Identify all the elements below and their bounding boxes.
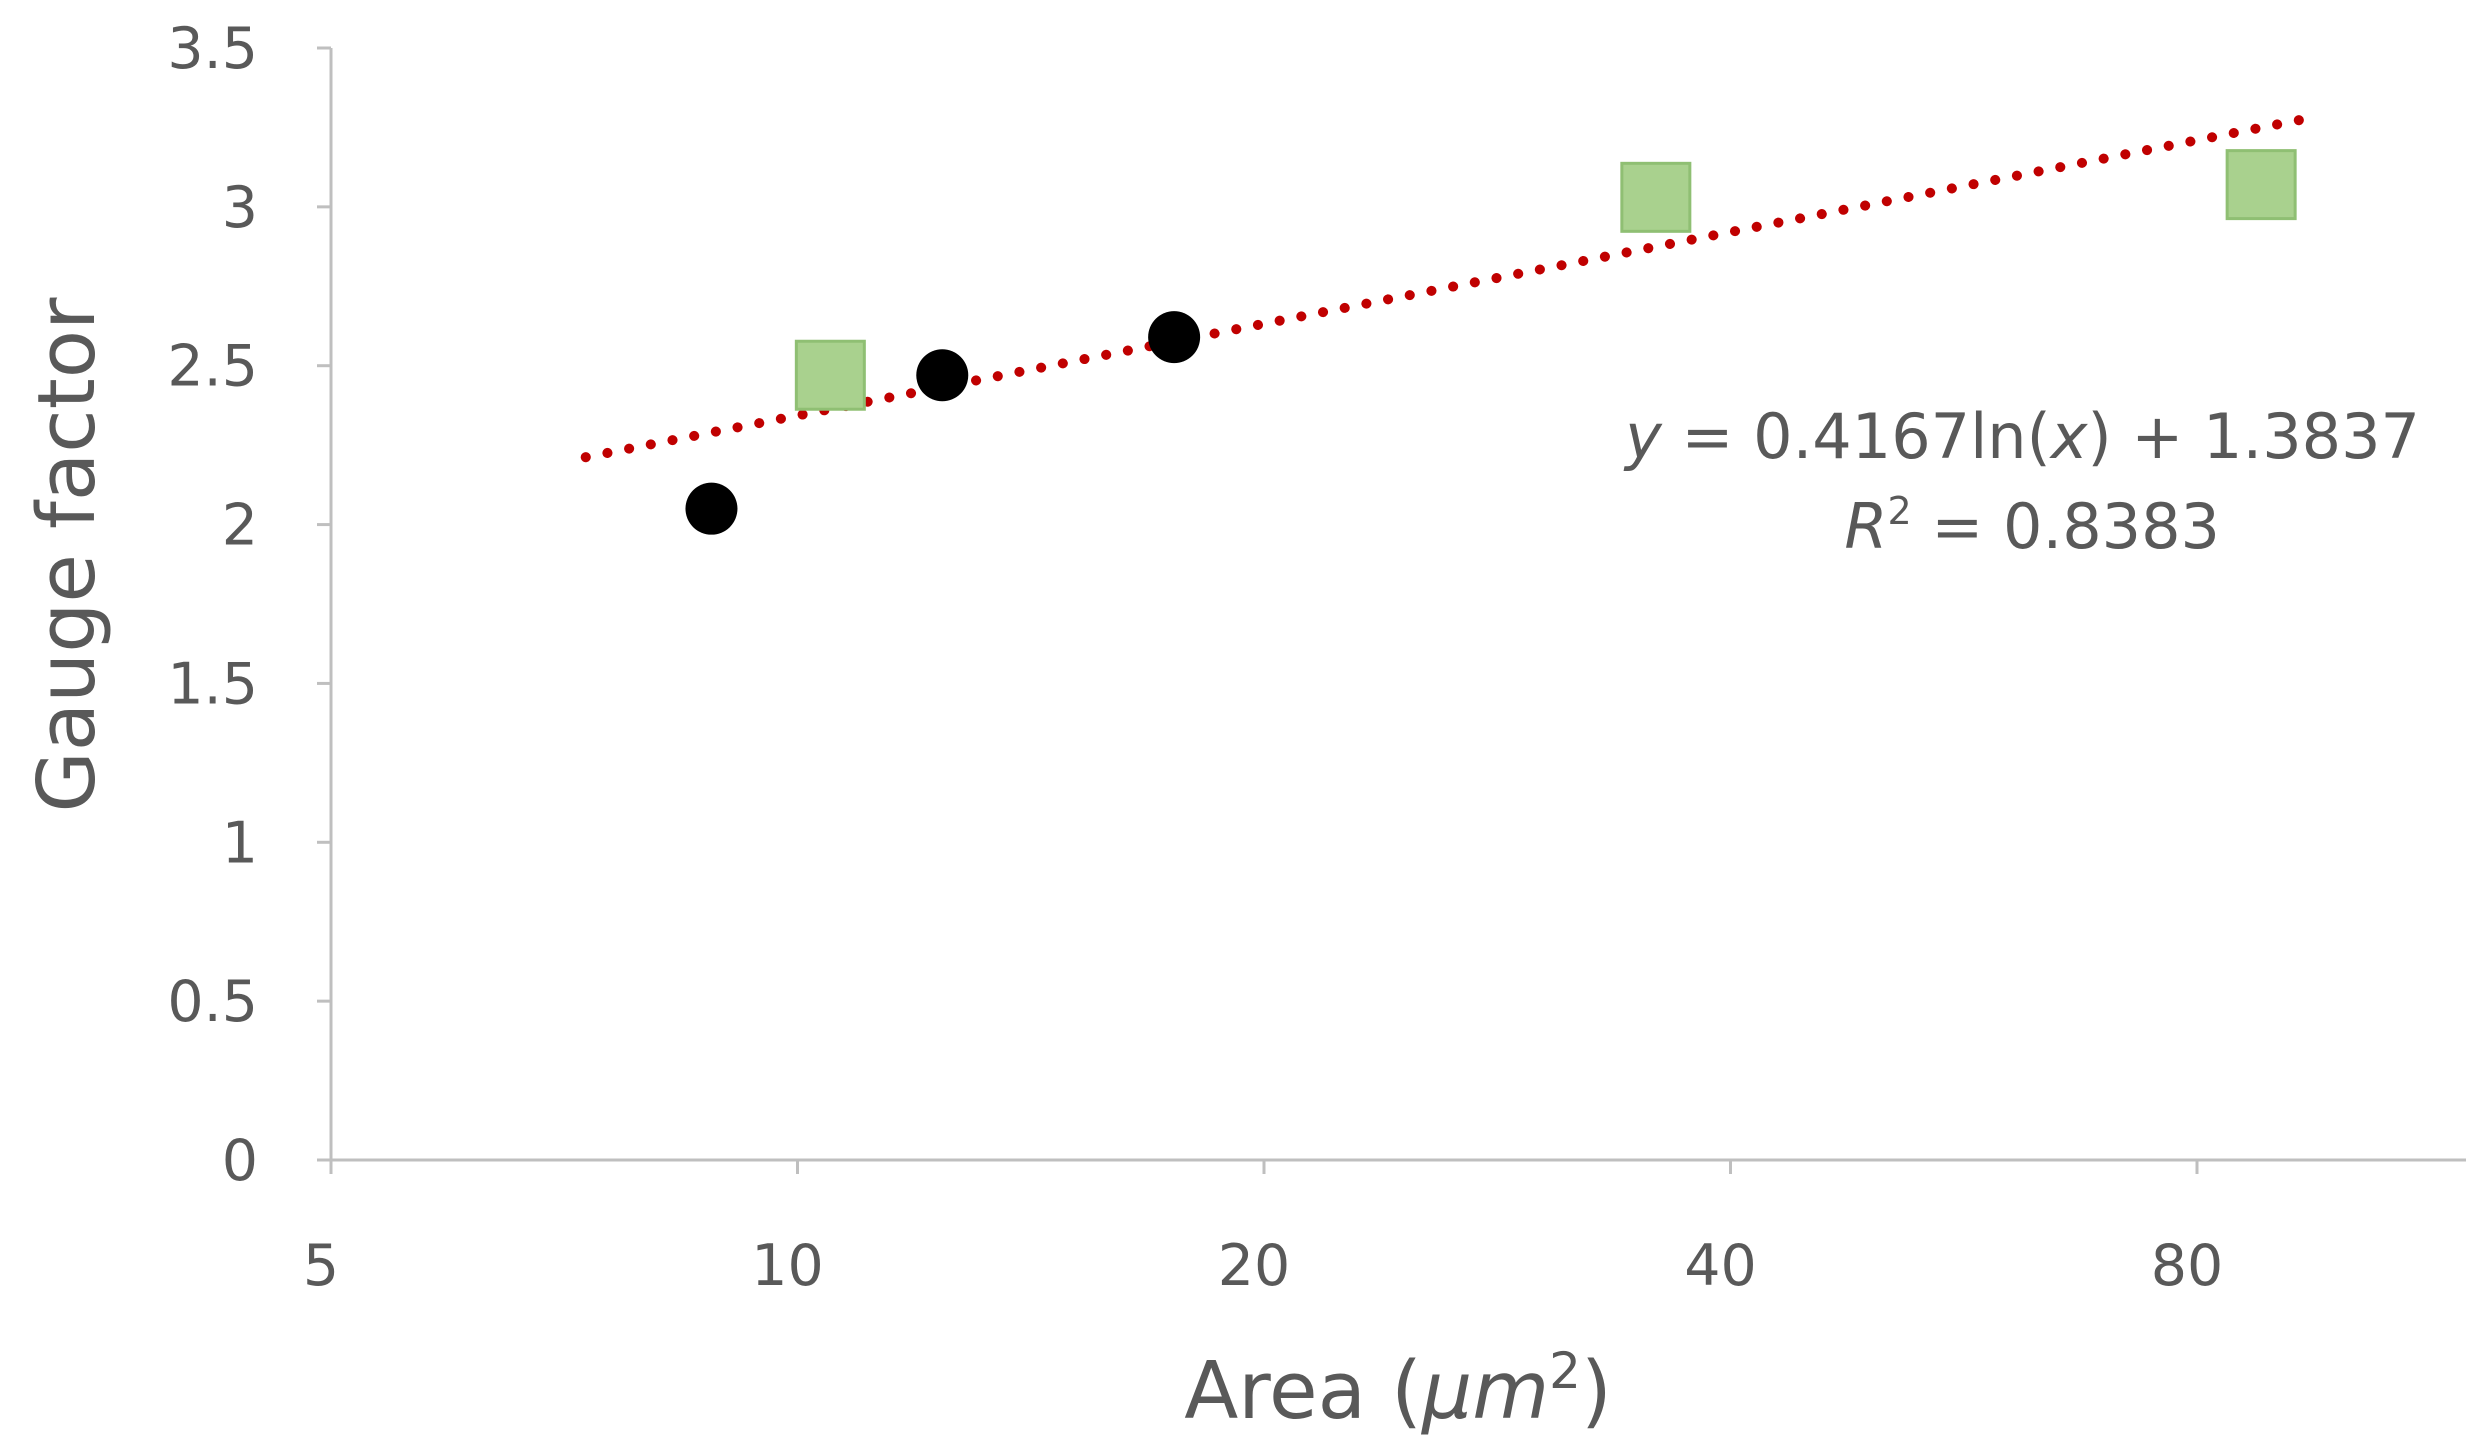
equation-x: x [2049, 400, 2089, 473]
x-tick-label: 5 [303, 1233, 339, 1299]
x-tick-label: 40 [1684, 1233, 1757, 1299]
x-ticks: 5 10 20 40 80 [303, 1160, 2223, 1299]
y-tick-label: 2 [222, 493, 258, 559]
x-tick-label: 80 [2151, 1233, 2224, 1299]
y-tick-label: 3.5 [167, 16, 258, 82]
trendline [580, 113, 2311, 463]
y-axis-title: Gauge factor [21, 297, 113, 813]
circle-point [1148, 311, 1201, 364]
y-tick-label: 1 [222, 810, 258, 876]
data-points [685, 149, 2297, 535]
square-point [1620, 161, 1692, 233]
x-axis-title-sup: 2 [1549, 1342, 1581, 1400]
y-tick-label: 3 [222, 175, 258, 241]
x-tick-label: 10 [751, 1233, 824, 1299]
x-tick-label: 20 [1218, 1233, 1291, 1299]
y-ticks: 0 0.5 1 1.5 2 2.5 3 3.5 [167, 16, 331, 1194]
r-squared-r: R [1844, 490, 1887, 563]
square-point [794, 339, 866, 411]
equation-tail: ) + 1.3837 [2088, 400, 2421, 473]
r-squared-sup: 2 [1888, 489, 1912, 533]
x-axis-title: Area (μm2) [1184, 1342, 1612, 1437]
annotation-r-squared: R2 = 0.8383 [1844, 489, 2220, 563]
y-tick-label: 0 [222, 1128, 258, 1194]
square-point [2225, 149, 2297, 221]
trendline-path [580, 113, 2311, 463]
equation-body: = 0.4167ln( [1662, 400, 2051, 473]
y-tick-label: 2.5 [167, 334, 258, 400]
y-tick-label: 1.5 [167, 651, 258, 717]
r-squared-value: = 0.8383 [1912, 490, 2220, 563]
x-axis-title-unit: μm [1420, 1345, 1549, 1437]
annotation-equation: y = 0.4167ln(x) + 1.3837 [1623, 400, 2420, 473]
axes [329, 48, 2466, 1162]
equation-y: y [1623, 400, 1663, 473]
x-axis-title-text: Area ( [1184, 1345, 1422, 1437]
circle-point [916, 349, 969, 402]
circle-point [685, 482, 738, 535]
y-tick-label: 0.5 [167, 969, 258, 1035]
x-axis-title-close: ) [1581, 1345, 1612, 1437]
